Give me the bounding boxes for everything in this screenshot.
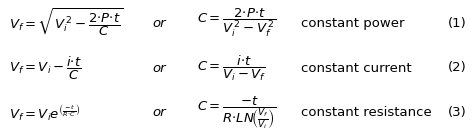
- Text: $V_f = \sqrt{V_i^{\,2} - \dfrac{2{\cdot}P{\cdot}t}{C}}$: $V_f = \sqrt{V_i^{\,2} - \dfrac{2{\cdot}…: [9, 7, 124, 39]
- Text: $C = \dfrac{-t}{R{\cdot}LN\!\left(\frac{V_f}{V_i}\right)}$: $C = \dfrac{-t}{R{\cdot}LN\!\left(\frac{…: [197, 95, 276, 131]
- Text: constant power: constant power: [301, 17, 404, 30]
- Text: (1): (1): [448, 17, 467, 30]
- Text: $V_f = V_i e^{\left(\frac{-t}{R{\cdot}C}\right)}$: $V_f = V_i e^{\left(\frac{-t}{R{\cdot}C}…: [9, 103, 81, 123]
- Text: constant resistance: constant resistance: [301, 106, 432, 119]
- Text: or: or: [152, 17, 165, 30]
- Text: $C = \dfrac{i{\cdot}t}{V_i-V_f}$: $C = \dfrac{i{\cdot}t}{V_i-V_f}$: [197, 53, 266, 83]
- Text: or: or: [152, 61, 165, 75]
- Text: (2): (2): [448, 61, 467, 75]
- Text: constant current: constant current: [301, 61, 411, 75]
- Text: (3): (3): [448, 106, 467, 119]
- Text: or: or: [152, 106, 165, 119]
- Text: $V_f = V_i - \dfrac{i{\cdot}t}{C}$: $V_f = V_i - \dfrac{i{\cdot}t}{C}$: [9, 54, 82, 82]
- Text: $C = \dfrac{2{\cdot}P{\cdot}t}{V_i^{\,2}-V_f^{\,2}}$: $C = \dfrac{2{\cdot}P{\cdot}t}{V_i^{\,2}…: [197, 7, 276, 39]
